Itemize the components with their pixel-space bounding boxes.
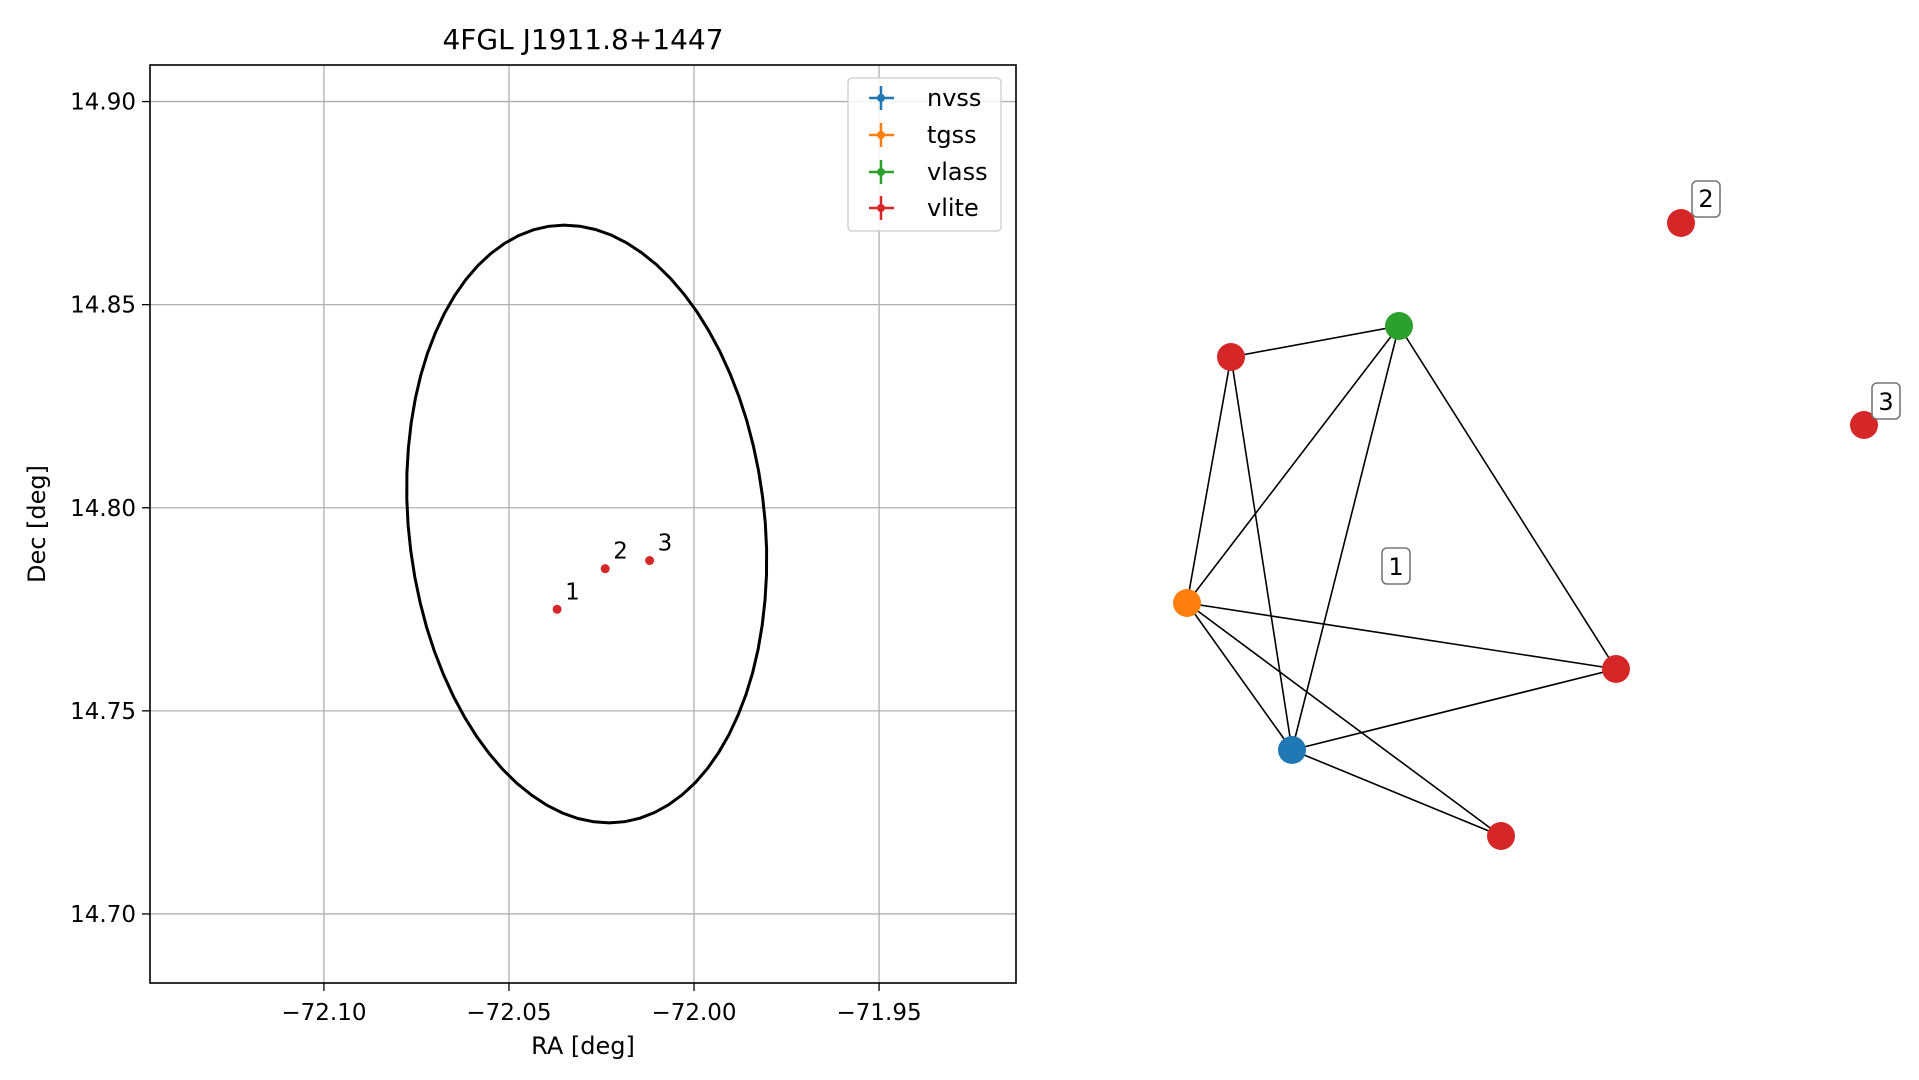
graph-edge-b-d [1398,325,1617,670]
graph-edge-a-c [1186,356,1232,604]
legend-entry-vlass: vlass [869,158,988,186]
sky-plot: 12 3 −72.10 −72.05 −72.00 −71.95 14.7014.751… [23,23,1017,1060]
graph-node-b [1385,312,1413,340]
graph-edge-b-c [1186,325,1400,604]
error-ellipse [405,223,769,825]
graph-node-f [1487,822,1515,850]
y-tick-label: 14.90 [70,90,136,116]
graph-nodes [1173,209,1878,850]
group-label-2: 2 [1691,180,1721,218]
group-label-box-2 [1691,180,1721,218]
graph-edge-c-d [1186,602,1617,670]
graph-node-e [1278,736,1306,764]
graph-edge-c-e [1186,602,1293,751]
group-label-text-1: 1 [1388,553,1403,581]
point-marker-2 [600,564,610,574]
point-label-2: 2 [613,539,628,565]
graph-edge-c-f [1186,602,1502,837]
legend-frame [847,77,1002,232]
y-tick-label: 14.80 [70,496,136,522]
graph-edge-e-f [1291,749,1502,837]
graph-edges [1186,325,1617,837]
data-point-1: 1 [552,579,580,614]
legend-label-vlite: vlite [927,194,979,222]
legend-entry-tgss: tgss [869,121,977,149]
y-tick-label: 14.70 [70,902,136,928]
group-label-text-3: 3 [1878,388,1893,416]
point-label-3: 3 [658,531,673,557]
graph-node-c [1173,589,1201,617]
group-label-box-1 [1381,547,1411,585]
point-marker-1 [552,604,562,614]
y-tick-label: 14.85 [70,293,136,319]
association-graph: 1 2 3 [1173,180,1901,850]
x-axis-label: RA [deg] [531,1032,635,1060]
graph-edge-b-e [1291,325,1400,751]
x-tick-label: −71.95 [837,1000,922,1026]
legend-entry-nvss: nvss [869,84,981,112]
graph-edge-e-d [1291,668,1617,751]
x-tick-label: −72.00 [651,1000,736,1026]
graph-node-a [1217,343,1245,371]
x-tick-label: −72.10 [281,1000,366,1026]
graph-node-g [1667,209,1695,237]
group-label-box-3 [1871,382,1901,420]
chart-title: 4FGL J1911.8+1447 [442,23,723,56]
graph-edge-a-e [1230,356,1293,751]
error-ellipse-layer [405,223,769,825]
x-tick-label: −72.05 [466,1000,551,1026]
group-label-3: 3 [1871,382,1901,420]
data-point-3: 3 [645,531,672,566]
legend-label-vlass: vlass [927,158,988,186]
point-label-1: 1 [565,579,580,605]
legend-entry-vlite: vlite [869,194,979,222]
point-marker-3 [645,556,655,566]
graph-node-h [1850,411,1878,439]
points-layer: 1 2 3 [552,531,672,614]
y-tick-label: 14.75 [70,699,136,725]
x-ticks: −72.10 −72.05 −72.00 −71.95 [281,983,922,1026]
group-label-1: 1 [1381,547,1411,585]
y-axis-label: Dec [deg] [23,465,51,583]
group-label-text-2: 2 [1698,185,1713,213]
y-ticks: 14.70 14.75 14.80 14.85 14.90 [70,90,150,928]
legend-label-tgss: tgss [927,121,977,149]
graph-edge-a-b [1230,325,1400,358]
plot-frame [149,64,1017,984]
legend-label-nvss: nvss [927,84,981,112]
legend: nvss tgss vlass vlite [847,77,1002,232]
graph-node-d [1602,655,1630,683]
data-point-2: 2 [600,539,628,574]
